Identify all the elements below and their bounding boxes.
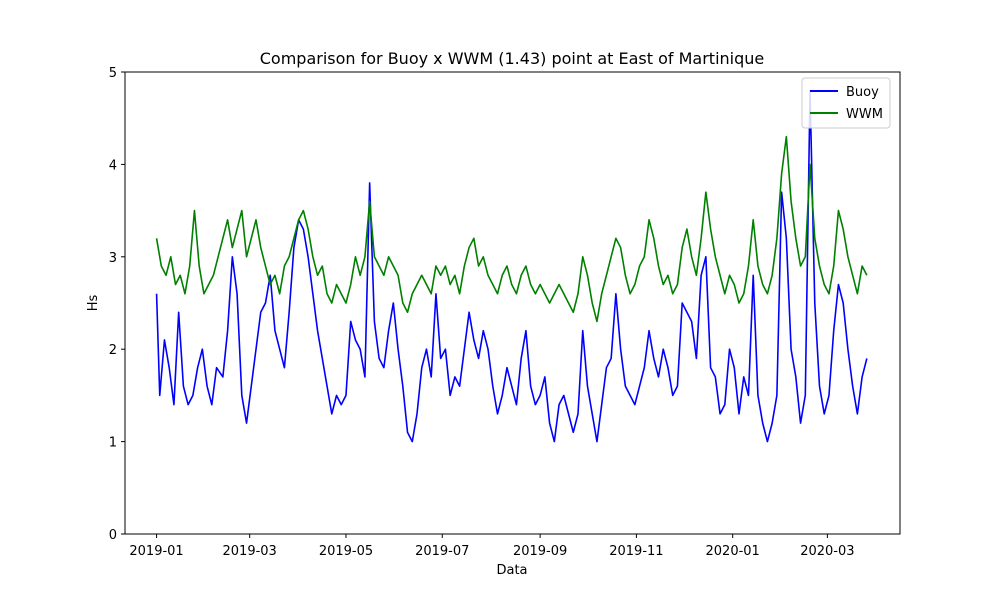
legend-label-buoy: Buoy (846, 85, 879, 100)
y-tick-label: 3 (109, 251, 117, 266)
y-tick-label: 0 (109, 528, 117, 543)
x-tick-label: 2020-01 (706, 544, 760, 559)
axes-layer: 2019-01 2019-03 2019-05 2019-07 2019-09 2019-… (109, 66, 901, 559)
y-tick-label: 2 (109, 343, 117, 358)
y-tick-label: 5 (109, 66, 117, 81)
x-tick-label: 2019-07 (415, 544, 469, 559)
x-tick-label: 2019-09 (513, 544, 567, 559)
x-tick-label: 2019-05 (319, 544, 373, 559)
y-axis-label: Hs (86, 295, 101, 312)
plot-frame (124, 71, 901, 535)
y-tick-label: 1 (109, 436, 117, 451)
x-tick-label: 2020-03 (800, 544, 854, 559)
y-tick-label: 4 (109, 158, 117, 173)
plot-background (125, 72, 900, 534)
plot-area (125, 72, 900, 534)
x-axis-label: Data (496, 563, 527, 578)
x-tick-label: 2019-11 (609, 544, 663, 559)
chart-title: Comparison for Buoy x WWM (1.43) point a… (260, 49, 765, 68)
legend: Buoy WWM (801, 77, 891, 129)
legend-label-wwm: WWM (846, 107, 883, 122)
x-tick-label: 2019-03 (223, 544, 277, 559)
series-line-wwm (155, 135, 868, 323)
series-layer (155, 89, 868, 443)
x-tick-label: 2019-01 (129, 544, 183, 559)
series-line-buoy (155, 89, 868, 443)
